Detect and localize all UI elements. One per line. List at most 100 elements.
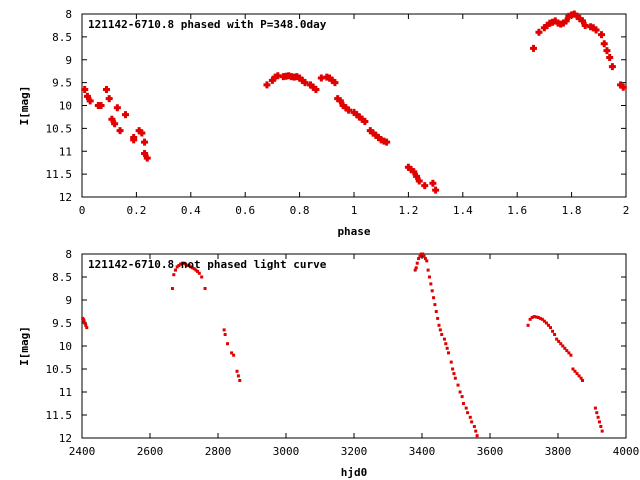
phased-data-point	[589, 24, 597, 32]
phased-data-point	[374, 134, 382, 142]
light-curve-data-point	[526, 323, 530, 327]
phased-chart-title: 121142-6710.8 phased with P=348.0day	[88, 18, 327, 31]
phased-data-point	[361, 118, 369, 126]
phased-data-point	[263, 81, 271, 89]
light-curve-data-point	[563, 346, 567, 350]
phased-data-point	[111, 120, 119, 128]
light-curve-x-tick-label: 3200	[341, 445, 368, 458]
phased-y-tick-label: 8	[65, 8, 72, 21]
light-curve-data-point	[182, 261, 186, 265]
light-curve-data-point	[179, 262, 183, 266]
phased-data-point	[317, 74, 325, 82]
light-curve-data-point	[553, 333, 557, 336]
phased-data-point	[543, 21, 551, 29]
light-curve-y-tick-label: 9	[65, 294, 72, 307]
phased-data-point	[326, 74, 334, 82]
light-curve-data-point	[433, 303, 437, 307]
light-curve-data-point	[442, 337, 446, 341]
phased-data-point	[559, 19, 567, 27]
light-curve-data-point	[461, 402, 465, 405]
phased-data-point	[130, 134, 138, 142]
light-curve-data-point	[456, 383, 460, 387]
light-curve-data-point	[426, 268, 430, 272]
light-curve-data-point	[177, 264, 181, 267]
light-curve-data-point	[230, 351, 234, 355]
phased-panel: 0 0.2 0.4 0.6 0.8 1 1.2 1.4 1.6 1.8 2 8 8.5 9 9.5 10 10.…	[18, 8, 629, 238]
light-curve-data-point	[84, 323, 88, 327]
light-curve-data-point	[187, 264, 191, 267]
light-curve-data-points	[81, 252, 604, 438]
light-curve-data-point	[421, 252, 425, 256]
phased-data-point	[372, 131, 380, 139]
light-curve-data-point	[440, 333, 444, 336]
phased-data-point	[135, 127, 143, 135]
phased-data-point	[576, 15, 584, 23]
phased-data-point	[296, 74, 304, 82]
phased-data-point	[141, 150, 149, 158]
phased-data-point	[138, 129, 146, 137]
phased-x-tick-label: 1	[351, 204, 358, 217]
light-curve-ticks	[81, 253, 627, 439]
phased-data-point	[345, 106, 353, 114]
light-curve-y-tick-label: 10.5	[46, 363, 73, 376]
light-curve-y-tick-label: 12	[59, 432, 72, 445]
light-curve-data-point	[449, 360, 453, 364]
light-curve-y-tick-label: 11.5	[46, 409, 73, 422]
phased-y-tick-label: 10	[59, 100, 72, 113]
phased-data-point	[410, 168, 418, 176]
light-curve-data-point	[174, 268, 177, 272]
phased-y-tick-label: 12	[59, 191, 72, 204]
light-curve-data-point	[452, 372, 456, 376]
light-curve-data-point	[429, 282, 433, 286]
light-curve-y-tick-label: 9.5	[52, 317, 72, 330]
light-curve-data-point	[573, 369, 577, 373]
light-curve-data-point	[600, 429, 604, 433]
light-curve-data-point	[468, 415, 472, 419]
light-curve-data-point	[83, 321, 87, 325]
phased-x-tick-label: 1.6	[507, 204, 527, 217]
light-curve-data-point	[567, 351, 571, 355]
light-curve-tick-labels: 2400 2600 2800 3000 3200 3400 3600 3800 4000 8 8.5…	[46, 248, 640, 458]
phased-data-point	[86, 97, 94, 105]
light-curve-data-point	[427, 275, 431, 279]
phased-data-point	[143, 154, 151, 162]
light-curve-data-point	[458, 390, 462, 394]
light-curve-data-point	[175, 265, 179, 269]
phased-data-point	[603, 47, 611, 55]
phased-data-point	[600, 40, 608, 48]
phased-x-tick-label: 0.6	[235, 204, 255, 217]
light-curve-data-point	[445, 346, 449, 350]
light-curve-data-point	[432, 296, 436, 300]
phased-data-point	[358, 115, 366, 123]
light-curve-data-point	[236, 374, 240, 378]
light-curve-data-point	[413, 268, 417, 272]
light-curve-data-point	[559, 342, 563, 346]
phased-data-point	[383, 138, 391, 146]
light-curve-x-tick-label: 2400	[69, 445, 96, 458]
light-curve-data-point	[415, 261, 419, 265]
light-curve-data-point	[453, 376, 457, 380]
light-curve-data-point	[557, 339, 561, 343]
light-curve-data-point	[180, 261, 184, 265]
light-curve-data-point	[226, 342, 230, 346]
light-curve-chart-title: 121142-6710.8 not phased light curve	[88, 258, 327, 271]
phased-data-point	[608, 63, 616, 71]
light-curve-data-point	[530, 315, 534, 319]
phased-data-point	[268, 76, 276, 84]
phased-data-point	[342, 104, 350, 112]
light-curve-data-point	[189, 265, 193, 269]
light-curve-data-point	[192, 267, 196, 271]
phased-data-point	[355, 113, 363, 121]
light-curve-data-point	[534, 315, 538, 319]
phased-data-point	[404, 163, 412, 171]
phased-data-point	[421, 182, 429, 190]
light-curve-data-point	[451, 367, 455, 371]
phased-data-point	[592, 26, 600, 34]
phased-x-tick-label: 0.8	[290, 204, 310, 217]
phased-data-point	[274, 72, 282, 80]
light-curve-data-point	[444, 342, 448, 346]
light-curve-data-point	[222, 328, 226, 332]
light-curve-data-point	[544, 321, 548, 325]
light-curve-y-tick-label: 11	[59, 386, 72, 399]
